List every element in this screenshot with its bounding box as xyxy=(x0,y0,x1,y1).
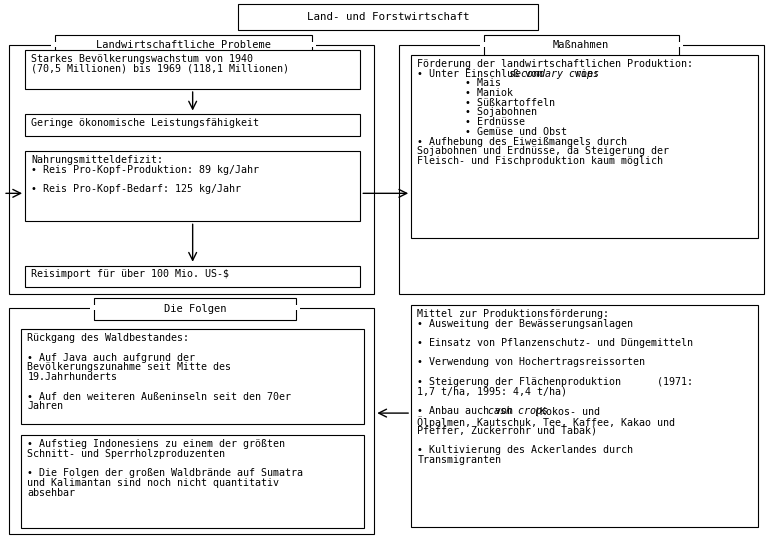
Text: Landwirtschaftliche Probleme: Landwirtschaftliche Probleme xyxy=(96,40,271,50)
Text: Förderung der landwirtschaftlichen Produktion:: Förderung der landwirtschaftlichen Produ… xyxy=(417,59,693,69)
Text: Die Folgen: Die Folgen xyxy=(164,304,226,314)
Bar xyxy=(399,45,764,294)
Text: • Reis Pro-Kopf-Bedarf: 125 kg/Jahr: • Reis Pro-Kopf-Bedarf: 125 kg/Jahr xyxy=(31,184,241,194)
Text: • Ausweitung der Bewässerungsanlagen: • Ausweitung der Bewässerungsanlagen xyxy=(417,319,633,329)
Text: • Einsatz von Pflanzenschutz- und Düngemitteln: • Einsatz von Pflanzenschutz- und Düngem… xyxy=(417,338,693,348)
Text: • Mais: • Mais xyxy=(417,78,502,89)
Text: • Sojabohnen: • Sojabohnen xyxy=(417,107,537,118)
Bar xyxy=(94,298,296,320)
Text: Ölpalmen, Kautschuk, Tee, Kaffee, Kakao und: Ölpalmen, Kautschuk, Tee, Kaffee, Kakao … xyxy=(417,416,675,428)
Text: • Unter Einschluß von: • Unter Einschluß von xyxy=(417,69,549,79)
Text: und Kalimantan sind noch nicht quantitativ: und Kalimantan sind noch nicht quantitat… xyxy=(27,478,279,488)
Text: 19.Jahrhunderts: 19.Jahrhunderts xyxy=(27,372,117,382)
Text: • Auf Java auch aufgrund der: • Auf Java auch aufgrund der xyxy=(27,353,195,363)
Bar xyxy=(480,42,682,47)
Text: Rückgang des Waldbestandes:: Rückgang des Waldbestandes: xyxy=(27,333,190,343)
Bar xyxy=(90,305,300,310)
Text: Reisimport für über 100 Mio. US-$: Reisimport für über 100 Mio. US-$ xyxy=(31,269,229,280)
Text: • Aufhebung des Eiweißmangels durch: • Aufhebung des Eiweißmangels durch xyxy=(417,137,627,147)
Text: • Die Folgen der großen Waldbrände auf Sumatra: • Die Folgen der großen Waldbrände auf S… xyxy=(27,468,303,478)
Text: Land- und Forstwirtschaft: Land- und Forstwirtschaft xyxy=(307,12,470,22)
Text: • Anbau auch von: • Anbau auch von xyxy=(417,406,519,416)
Text: secondary crops: secondary crops xyxy=(509,69,599,79)
Text: cash crops: cash crops xyxy=(488,406,548,416)
Text: Geringe ökonomische Leistungsfähigkeit: Geringe ökonomische Leistungsfähigkeit xyxy=(31,118,259,129)
Text: Pfeffer, Zuckerrohr und Tabak): Pfeffer, Zuckerrohr und Tabak) xyxy=(417,426,597,436)
Text: • Aufstieg Indonesiens zu einem der größten: • Aufstieg Indonesiens zu einem der größ… xyxy=(27,439,285,449)
Text: (70,5 Millionen) bis 1969 (118,1 Millionen): (70,5 Millionen) bis 1969 (118,1 Million… xyxy=(31,64,289,74)
Bar xyxy=(25,50,360,89)
Text: Mittel zur Produktionsförderung:: Mittel zur Produktionsförderung: xyxy=(417,309,609,319)
Bar xyxy=(21,329,364,424)
Bar xyxy=(9,308,374,534)
Text: Bevölkerungszunahme seit Mitte des: Bevölkerungszunahme seit Mitte des xyxy=(27,362,232,373)
Bar xyxy=(25,266,360,287)
Bar xyxy=(55,35,312,56)
Bar xyxy=(484,35,679,56)
Bar xyxy=(21,435,364,528)
Text: • Reis Pro-Kopf-Produktion: 89 kg/Jahr: • Reis Pro-Kopf-Produktion: 89 kg/Jahr xyxy=(31,165,259,175)
Text: Schnitt- und Sperrholzproduzenten: Schnitt- und Sperrholzproduzenten xyxy=(27,449,225,459)
Text: • Gemüse und Obst: • Gemüse und Obst xyxy=(417,127,567,137)
Text: • Kultivierung des Ackerlandes durch: • Kultivierung des Ackerlandes durch xyxy=(417,445,633,455)
Text: Transmigranten: Transmigranten xyxy=(417,455,502,465)
Text: • Maniok: • Maniok xyxy=(417,88,513,98)
Text: (Kokos- und: (Kokos- und xyxy=(528,406,600,416)
Text: Sojabohnen und Erdnüsse, da Steigerung der: Sojabohnen und Erdnüsse, da Steigerung d… xyxy=(417,146,669,157)
Text: • Verwendung von Hochertragsreissorten: • Verwendung von Hochertragsreissorten xyxy=(417,357,645,368)
Text: Starkes Bevölkerungswachstum von 1940: Starkes Bevölkerungswachstum von 1940 xyxy=(31,54,254,64)
Text: • Erdnüsse: • Erdnüsse xyxy=(417,117,525,127)
Text: • Süßkartoffeln: • Süßkartoffeln xyxy=(417,98,555,108)
Bar xyxy=(411,55,758,238)
Bar xyxy=(238,4,538,30)
Text: • Steigerung der Flächenproduktion      (1971:: • Steigerung der Flächenproduktion (1971… xyxy=(417,377,693,387)
Text: Jahren: Jahren xyxy=(27,401,63,411)
Text: Fleisch- und Fischproduktion kaum möglich: Fleisch- und Fischproduktion kaum möglic… xyxy=(417,156,663,166)
Text: wie:: wie: xyxy=(569,69,598,79)
Text: 1,7 t/ha, 1995: 4,4 t/ha): 1,7 t/ha, 1995: 4,4 t/ha) xyxy=(417,387,567,397)
Bar xyxy=(9,45,374,294)
Bar xyxy=(25,151,360,221)
Text: Maßnahmen: Maßnahmen xyxy=(553,40,609,50)
Bar xyxy=(411,305,758,526)
Text: • Auf den weiteren Außeninseln seit den 70er: • Auf den weiteren Außeninseln seit den … xyxy=(27,392,291,402)
Text: absehbar: absehbar xyxy=(27,488,76,498)
Bar xyxy=(25,114,360,136)
Text: Nahrungsmitteldefizit:: Nahrungsmitteldefizit: xyxy=(31,155,163,165)
Bar xyxy=(51,42,316,47)
